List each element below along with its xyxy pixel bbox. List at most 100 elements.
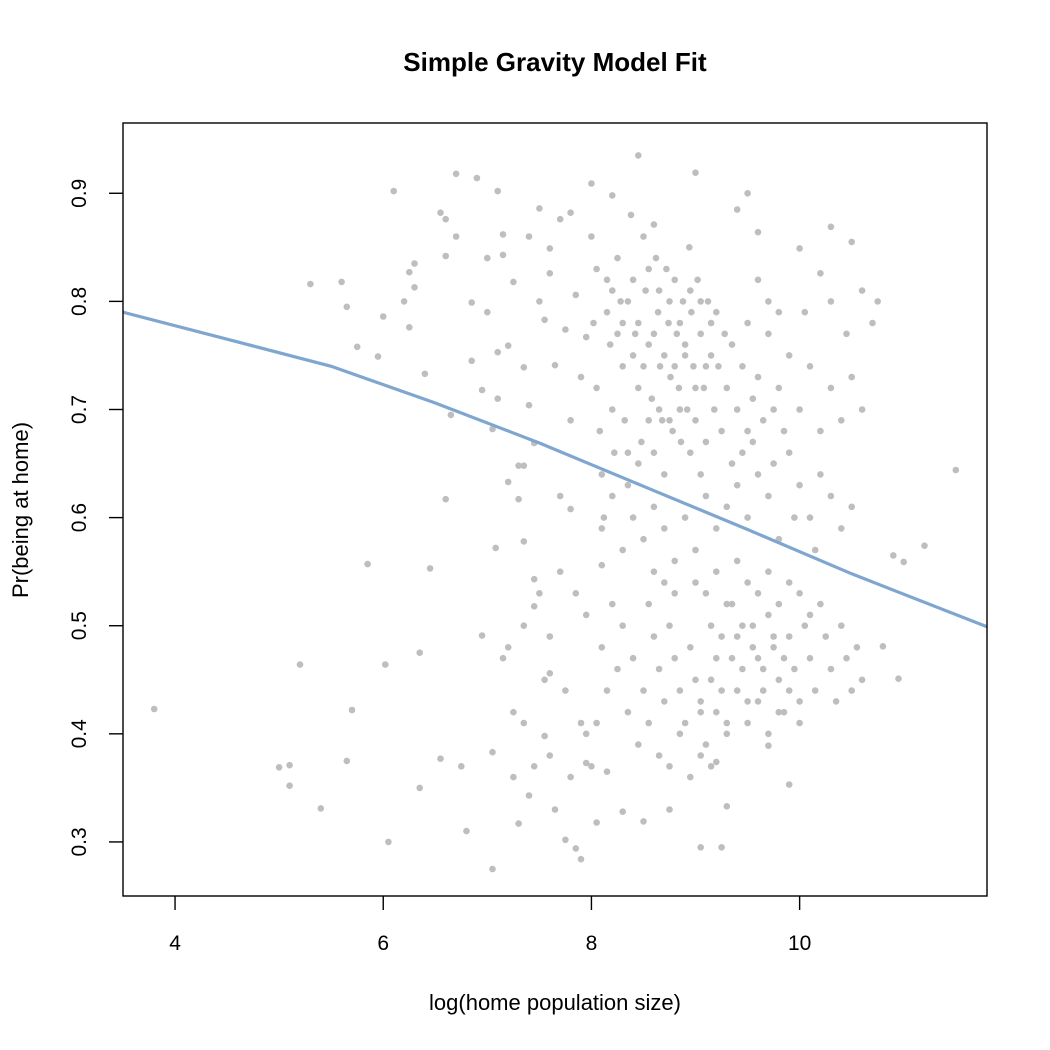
data-point xyxy=(806,654,814,662)
data-point xyxy=(619,319,626,327)
data-point xyxy=(624,481,632,489)
data-point xyxy=(754,228,762,236)
data-point xyxy=(655,406,663,413)
data-point xyxy=(697,330,704,338)
data-point xyxy=(713,654,720,662)
data-point xyxy=(666,622,673,629)
data-point xyxy=(733,687,741,694)
data-point xyxy=(353,343,361,351)
data-point xyxy=(390,187,398,195)
data-point xyxy=(702,590,710,597)
data-point xyxy=(801,308,809,316)
data-point xyxy=(385,838,392,846)
data-point xyxy=(556,568,564,575)
data-point xyxy=(676,730,684,738)
data-point xyxy=(640,818,647,825)
data-point xyxy=(572,291,580,299)
data-point xyxy=(838,417,845,424)
data-point xyxy=(754,373,762,381)
data-point xyxy=(536,590,543,597)
data-point xyxy=(780,708,788,716)
data-point xyxy=(770,644,777,651)
data-point xyxy=(536,205,543,212)
data-point xyxy=(796,590,803,597)
data-point xyxy=(694,276,701,284)
data-point xyxy=(638,438,645,446)
data-point xyxy=(624,708,632,716)
data-point xyxy=(654,308,662,316)
data-point xyxy=(817,427,824,435)
data-point xyxy=(723,730,731,738)
data-point xyxy=(785,687,793,694)
data-point xyxy=(707,763,715,770)
data-point xyxy=(688,308,695,316)
data-point xyxy=(707,676,715,684)
data-point xyxy=(489,425,496,433)
data-point xyxy=(364,560,371,568)
data-point xyxy=(692,579,699,586)
data-point xyxy=(667,373,674,381)
y-tick-label: 0.8 xyxy=(68,287,91,316)
data-point xyxy=(596,427,604,435)
data-point xyxy=(650,221,658,228)
data-point xyxy=(458,763,465,770)
data-point xyxy=(656,363,664,370)
data-point xyxy=(681,352,689,359)
data-point xyxy=(640,363,647,370)
data-point xyxy=(504,478,512,486)
data-point xyxy=(692,169,699,176)
data-point xyxy=(858,676,866,684)
data-point xyxy=(530,603,538,610)
data-point xyxy=(515,495,522,503)
data-point xyxy=(723,803,731,810)
data-point xyxy=(286,782,293,789)
data-point xyxy=(890,552,897,559)
data-point xyxy=(687,287,694,294)
data-point xyxy=(718,427,725,435)
data-point xyxy=(650,503,658,511)
y-tick-label: 0.7 xyxy=(68,395,91,424)
data-point xyxy=(437,209,444,216)
data-point xyxy=(707,352,715,359)
x-axis-label: log(home population size) xyxy=(429,990,681,1015)
data-point xyxy=(671,654,678,662)
data-point xyxy=(478,632,486,639)
data-point xyxy=(343,303,351,311)
data-point xyxy=(702,741,710,748)
data-point xyxy=(640,535,647,543)
data-point xyxy=(817,270,824,277)
data-point xyxy=(687,644,694,651)
data-point xyxy=(733,633,741,640)
data-point xyxy=(635,741,642,748)
data-point xyxy=(492,544,500,552)
data-point xyxy=(791,514,798,521)
data-point xyxy=(650,633,658,640)
data-point xyxy=(785,579,793,586)
data-point xyxy=(452,233,460,240)
x-tick-label: 4 xyxy=(169,932,181,955)
data-point xyxy=(494,187,502,195)
data-point xyxy=(609,406,616,413)
data-point xyxy=(642,287,649,294)
data-point xyxy=(838,622,845,629)
data-point xyxy=(572,590,580,597)
data-point xyxy=(635,460,642,467)
data-point xyxy=(827,223,835,231)
data-point xyxy=(728,460,736,467)
data-point xyxy=(442,215,450,223)
chart-title: Simple Gravity Model Fit xyxy=(403,47,707,77)
data-point xyxy=(785,781,793,788)
data-point xyxy=(582,611,590,619)
data-point xyxy=(697,298,704,305)
data-point xyxy=(697,698,704,705)
x-axis: 4 6 8 10 xyxy=(169,896,811,955)
data-point xyxy=(739,622,746,629)
data-point xyxy=(817,600,824,608)
data-point xyxy=(838,525,845,532)
data-point xyxy=(733,557,741,565)
data-point xyxy=(713,708,720,716)
data-point xyxy=(754,276,762,284)
data-point xyxy=(442,495,450,503)
data-point xyxy=(510,708,517,716)
